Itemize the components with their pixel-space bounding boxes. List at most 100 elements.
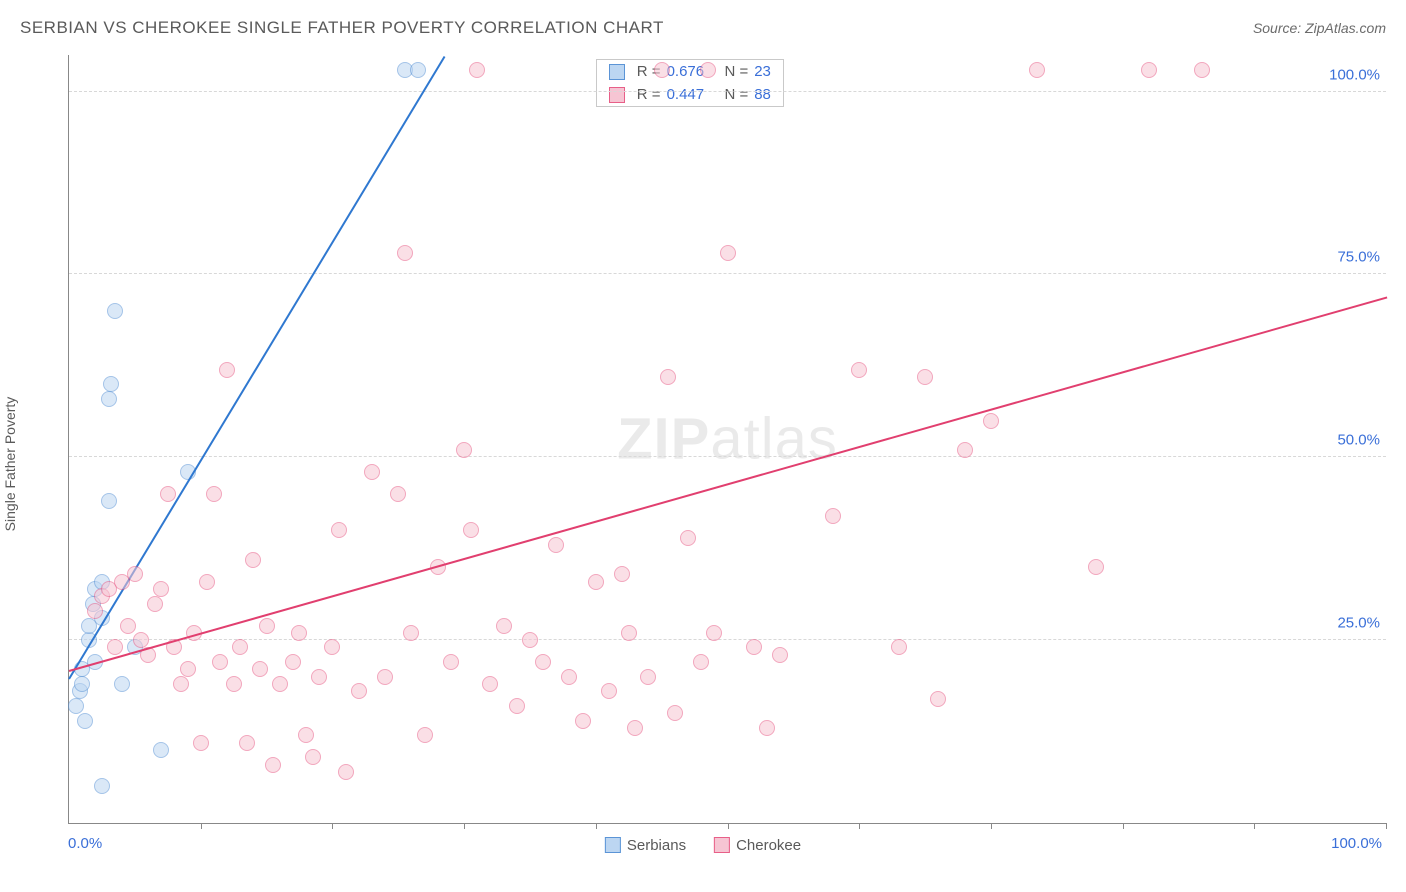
gridline — [69, 456, 1386, 457]
chart-title: SERBIAN VS CHEROKEE SINGLE FATHER POVERT… — [20, 18, 664, 38]
n-value: 88 — [754, 86, 771, 103]
swatch-icon — [609, 87, 625, 103]
scatter-point — [1088, 559, 1104, 575]
scatter-point — [469, 62, 485, 78]
x-axis-max-label: 100.0% — [1331, 835, 1382, 852]
scatter-point — [548, 537, 564, 553]
gridline — [69, 91, 1386, 92]
scatter-point — [206, 486, 222, 502]
scatter-point — [180, 661, 196, 677]
scatter-point — [120, 618, 136, 634]
plot-region: ZIPatlas R = 0.676 N = 23R = 0.447 N = 8… — [68, 55, 1386, 824]
x-tick-mark — [1123, 823, 1124, 829]
scatter-point — [245, 552, 261, 568]
scatter-point — [153, 581, 169, 597]
y-tick-label: 25.0% — [1337, 615, 1380, 632]
legend-item: Serbians — [605, 837, 686, 854]
scatter-point — [700, 62, 716, 78]
scatter-point — [772, 647, 788, 663]
scatter-point — [403, 625, 419, 641]
x-tick-mark — [332, 823, 333, 829]
scatter-point — [103, 376, 119, 392]
x-tick-mark — [1386, 823, 1387, 829]
x-tick-mark — [464, 823, 465, 829]
scatter-point — [693, 654, 709, 670]
scatter-point — [338, 764, 354, 780]
scatter-point — [496, 618, 512, 634]
scatter-point — [127, 566, 143, 582]
scatter-point — [239, 735, 255, 751]
n-label: N = — [724, 86, 748, 103]
scatter-point — [720, 245, 736, 261]
scatter-point — [983, 413, 999, 429]
scatter-point — [509, 698, 525, 714]
scatter-point — [654, 62, 670, 78]
scatter-point — [173, 676, 189, 692]
scatter-point — [680, 530, 696, 546]
scatter-point — [957, 442, 973, 458]
scatter-point — [199, 574, 215, 590]
scatter-point — [891, 639, 907, 655]
x-tick-mark — [1254, 823, 1255, 829]
scatter-point — [456, 442, 472, 458]
scatter-point — [77, 713, 93, 729]
scatter-point — [397, 245, 413, 261]
r-label: R = — [637, 86, 661, 103]
scatter-point — [74, 676, 90, 692]
scatter-point — [851, 362, 867, 378]
scatter-point — [614, 566, 630, 582]
scatter-point — [706, 625, 722, 641]
scatter-point — [324, 639, 340, 655]
scatter-point — [463, 522, 479, 538]
correlation-row: R = 0.676 N = 23 — [597, 60, 783, 83]
y-axis-label: Single Father Poverty — [2, 396, 18, 531]
scatter-point — [311, 669, 327, 685]
scatter-point — [272, 676, 288, 692]
scatter-point — [114, 676, 130, 692]
scatter-point — [212, 654, 228, 670]
x-tick-mark — [201, 823, 202, 829]
scatter-point — [667, 705, 683, 721]
gridline — [69, 639, 1386, 640]
scatter-point — [1029, 62, 1045, 78]
n-label: N = — [724, 63, 748, 80]
x-tick-mark — [991, 823, 992, 829]
scatter-point — [265, 757, 281, 773]
scatter-point — [298, 727, 314, 743]
scatter-point — [1194, 62, 1210, 78]
scatter-point — [87, 603, 103, 619]
chart-header: SERBIAN VS CHEROKEE SINGLE FATHER POVERT… — [20, 18, 1386, 38]
legend-item: Cherokee — [714, 837, 801, 854]
scatter-point — [107, 303, 123, 319]
scatter-point — [226, 676, 242, 692]
swatch-icon — [714, 837, 730, 853]
scatter-point — [101, 493, 117, 509]
chart-area: Single Father Poverty ZIPatlas R = 0.676… — [20, 55, 1386, 872]
scatter-point — [561, 669, 577, 685]
scatter-point — [588, 574, 604, 590]
correlation-box: R = 0.676 N = 23R = 0.447 N = 88 — [596, 59, 784, 107]
scatter-point — [252, 661, 268, 677]
legend-label: Serbians — [627, 837, 686, 854]
r-value: 0.676 — [667, 63, 705, 80]
scatter-point — [291, 625, 307, 641]
scatter-point — [917, 369, 933, 385]
legend-label: Cherokee — [736, 837, 801, 854]
scatter-point — [417, 727, 433, 743]
scatter-point — [601, 683, 617, 699]
series-legend: Serbians Cherokee — [605, 837, 801, 854]
scatter-point — [482, 676, 498, 692]
scatter-point — [535, 654, 551, 670]
scatter-point — [1141, 62, 1157, 78]
x-tick-mark — [596, 823, 597, 829]
scatter-point — [68, 698, 84, 714]
scatter-point — [364, 464, 380, 480]
x-tick-mark — [728, 823, 729, 829]
scatter-point — [259, 618, 275, 634]
scatter-point — [232, 639, 248, 655]
scatter-point — [147, 596, 163, 612]
scatter-point — [410, 62, 426, 78]
n-value: 23 — [754, 63, 771, 80]
scatter-point — [351, 683, 367, 699]
scatter-point — [930, 691, 946, 707]
